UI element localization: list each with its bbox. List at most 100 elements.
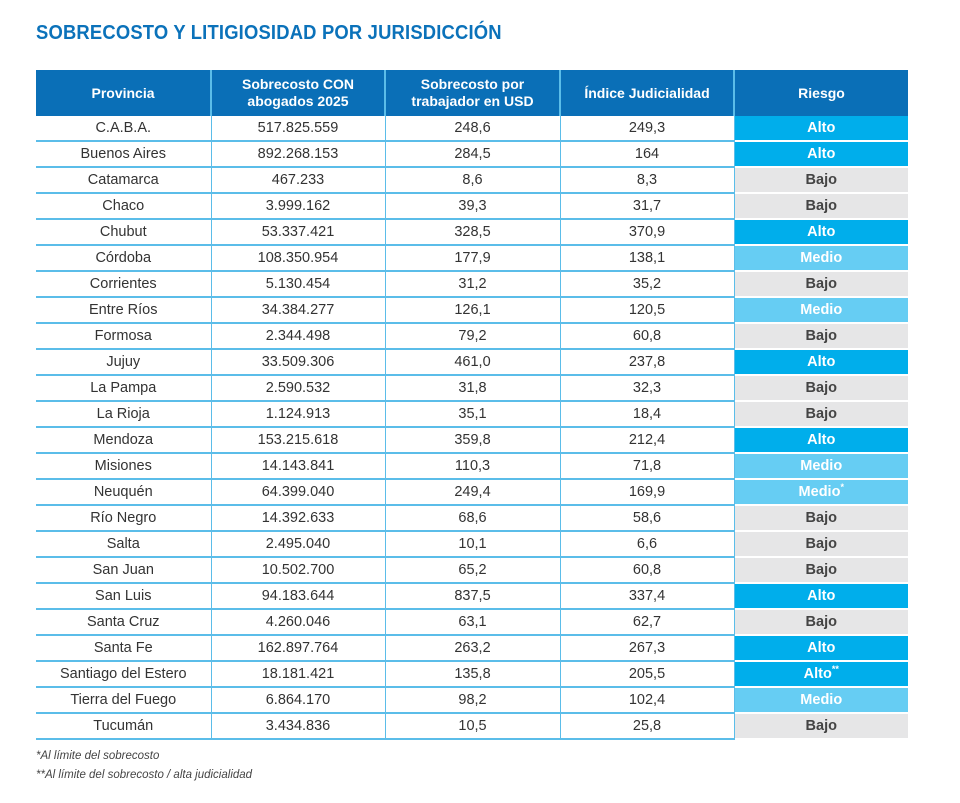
cell-sobrecosto: 1.124.913 xyxy=(211,401,386,428)
table-row: Santa Cruz 4.260.046 63,1 62,7 Bajo xyxy=(36,609,908,636)
cell-indice: 60,8 xyxy=(560,557,735,584)
risk-badge: Alto xyxy=(734,141,908,168)
cell-por-trabajador: 8,6 xyxy=(385,167,561,194)
table-row: Misiones 14.143.841 110,3 71,8 Medio xyxy=(36,453,908,480)
cell-provincia: Río Negro xyxy=(36,505,212,532)
cell-indice: 62,7 xyxy=(560,609,735,636)
risk-badge: Alto xyxy=(734,427,908,454)
risk-badge: Alto xyxy=(734,635,908,662)
cell-por-trabajador: 31,2 xyxy=(385,271,561,298)
footnote-marker: * xyxy=(840,482,844,493)
cell-sobrecosto: 53.337.421 xyxy=(211,219,386,246)
cell-sobrecosto: 14.392.633 xyxy=(211,505,386,532)
cell-indice: 212,4 xyxy=(560,427,735,454)
table-row: Formosa 2.344.498 79,2 60,8 Bajo xyxy=(36,323,908,350)
cell-provincia: Misiones xyxy=(36,453,212,480)
risk-label: Alto xyxy=(807,146,836,162)
table-row: Chubut 53.337.421 328,5 370,9 Alto xyxy=(36,219,908,246)
cell-por-trabajador: 39,3 xyxy=(385,193,561,220)
cell-provincia: Córdoba xyxy=(36,245,212,272)
risk-label: Bajo xyxy=(805,380,837,396)
risk-badge: Bajo xyxy=(734,609,908,636)
cell-por-trabajador: 10,1 xyxy=(385,531,561,558)
risk-label: Alto xyxy=(807,588,836,604)
risk-label: Bajo xyxy=(805,614,837,630)
risk-label: Medio xyxy=(798,484,841,500)
table-row: Jujuy 33.509.306 461,0 237,8 Alto xyxy=(36,349,908,376)
risk-badge: Bajo xyxy=(734,557,908,584)
cell-provincia: Jujuy xyxy=(36,349,212,376)
cell-indice: 32,3 xyxy=(560,375,735,402)
cell-sobrecosto: 94.183.644 xyxy=(211,583,386,610)
risk-label: Medio xyxy=(800,250,843,266)
cell-provincia: C.A.B.A. xyxy=(36,116,212,142)
cell-provincia: La Pampa xyxy=(36,375,212,402)
risk-badge: Alto xyxy=(734,349,908,376)
table-row: Córdoba 108.350.954 177,9 138,1 Medio xyxy=(36,245,908,272)
cell-provincia: La Rioja xyxy=(36,401,212,428)
risk-label: Bajo xyxy=(805,510,837,526)
cell-por-trabajador: 263,2 xyxy=(385,635,561,662)
cell-sobrecosto: 108.350.954 xyxy=(211,245,386,272)
cell-indice: 337,4 xyxy=(560,583,735,610)
risk-badge: Medio xyxy=(734,245,908,272)
cell-indice: 102,4 xyxy=(560,687,735,714)
cell-provincia: Salta xyxy=(36,531,212,558)
risk-badge: Alto xyxy=(734,116,908,142)
cell-sobrecosto: 162.897.764 xyxy=(211,635,386,662)
cell-provincia: Catamarca xyxy=(36,167,212,194)
cell-sobrecosto: 14.143.841 xyxy=(211,453,386,480)
table-row: San Juan 10.502.700 65,2 60,8 Bajo xyxy=(36,557,908,584)
cell-provincia: Chaco xyxy=(36,193,212,220)
risk-badge: Bajo xyxy=(734,375,908,402)
cell-por-trabajador: 126,1 xyxy=(385,297,561,324)
cell-sobrecosto: 64.399.040 xyxy=(211,479,386,506)
cell-sobrecosto: 2.495.040 xyxy=(211,531,386,558)
cell-sobrecosto: 2.344.498 xyxy=(211,323,386,350)
risk-label: Medio xyxy=(800,458,843,474)
table-row: Tucumán 3.434.836 10,5 25,8 Bajo xyxy=(36,713,908,740)
cell-indice: 6,6 xyxy=(560,531,735,558)
cell-provincia: Formosa xyxy=(36,323,212,350)
cell-indice: 249,3 xyxy=(560,116,735,142)
risk-badge: Bajo xyxy=(734,193,908,220)
cell-por-trabajador: 79,2 xyxy=(385,323,561,350)
cell-sobrecosto: 892.268.153 xyxy=(211,141,386,168)
cell-indice: 237,8 xyxy=(560,349,735,376)
cell-sobrecosto: 3.434.836 xyxy=(211,713,386,740)
table-row: Río Negro 14.392.633 68,6 58,6 Bajo xyxy=(36,505,908,532)
risk-badge: Bajo xyxy=(734,167,908,194)
risk-badge: Medio xyxy=(734,687,908,714)
cell-por-trabajador: 249,4 xyxy=(385,479,561,506)
table-row: La Rioja 1.124.913 35,1 18,4 Bajo xyxy=(36,401,908,428)
risk-label: Bajo xyxy=(805,198,837,214)
cell-indice: 35,2 xyxy=(560,271,735,298)
cell-sobrecosto: 517.825.559 xyxy=(211,116,386,142)
cell-indice: 205,5 xyxy=(560,661,735,688)
cell-por-trabajador: 284,5 xyxy=(385,141,561,168)
cell-sobrecosto: 4.260.046 xyxy=(211,609,386,636)
cell-provincia: Santa Fe xyxy=(36,635,212,662)
cell-sobrecosto: 3.999.162 xyxy=(211,193,386,220)
risk-label: Bajo xyxy=(805,406,837,422)
risk-badge: Medio xyxy=(734,297,908,324)
cell-provincia: Tucumán xyxy=(36,713,212,740)
cell-indice: 58,6 xyxy=(560,505,735,532)
cell-por-trabajador: 135,8 xyxy=(385,661,561,688)
table-row: Catamarca 467.233 8,6 8,3 Bajo xyxy=(36,167,908,194)
cell-indice: 267,3 xyxy=(560,635,735,662)
cell-por-trabajador: 110,3 xyxy=(385,453,561,480)
cell-sobrecosto: 18.181.421 xyxy=(211,661,386,688)
cell-sobrecosto: 153.215.618 xyxy=(211,427,386,454)
table-row: San Luis 94.183.644 837,5 337,4 Alto xyxy=(36,583,908,610)
cell-por-trabajador: 248,6 xyxy=(385,116,561,142)
risk-badge: Alto** xyxy=(734,661,908,688)
risk-badge: Bajo xyxy=(734,271,908,298)
cell-por-trabajador: 837,5 xyxy=(385,583,561,610)
risk-label: Alto xyxy=(807,120,836,136)
risk-badge: Bajo xyxy=(734,531,908,558)
cell-provincia: San Luis xyxy=(36,583,212,610)
cell-por-trabajador: 10,5 xyxy=(385,713,561,740)
cell-provincia: Neuquén xyxy=(36,479,212,506)
cell-indice: 169,9 xyxy=(560,479,735,506)
